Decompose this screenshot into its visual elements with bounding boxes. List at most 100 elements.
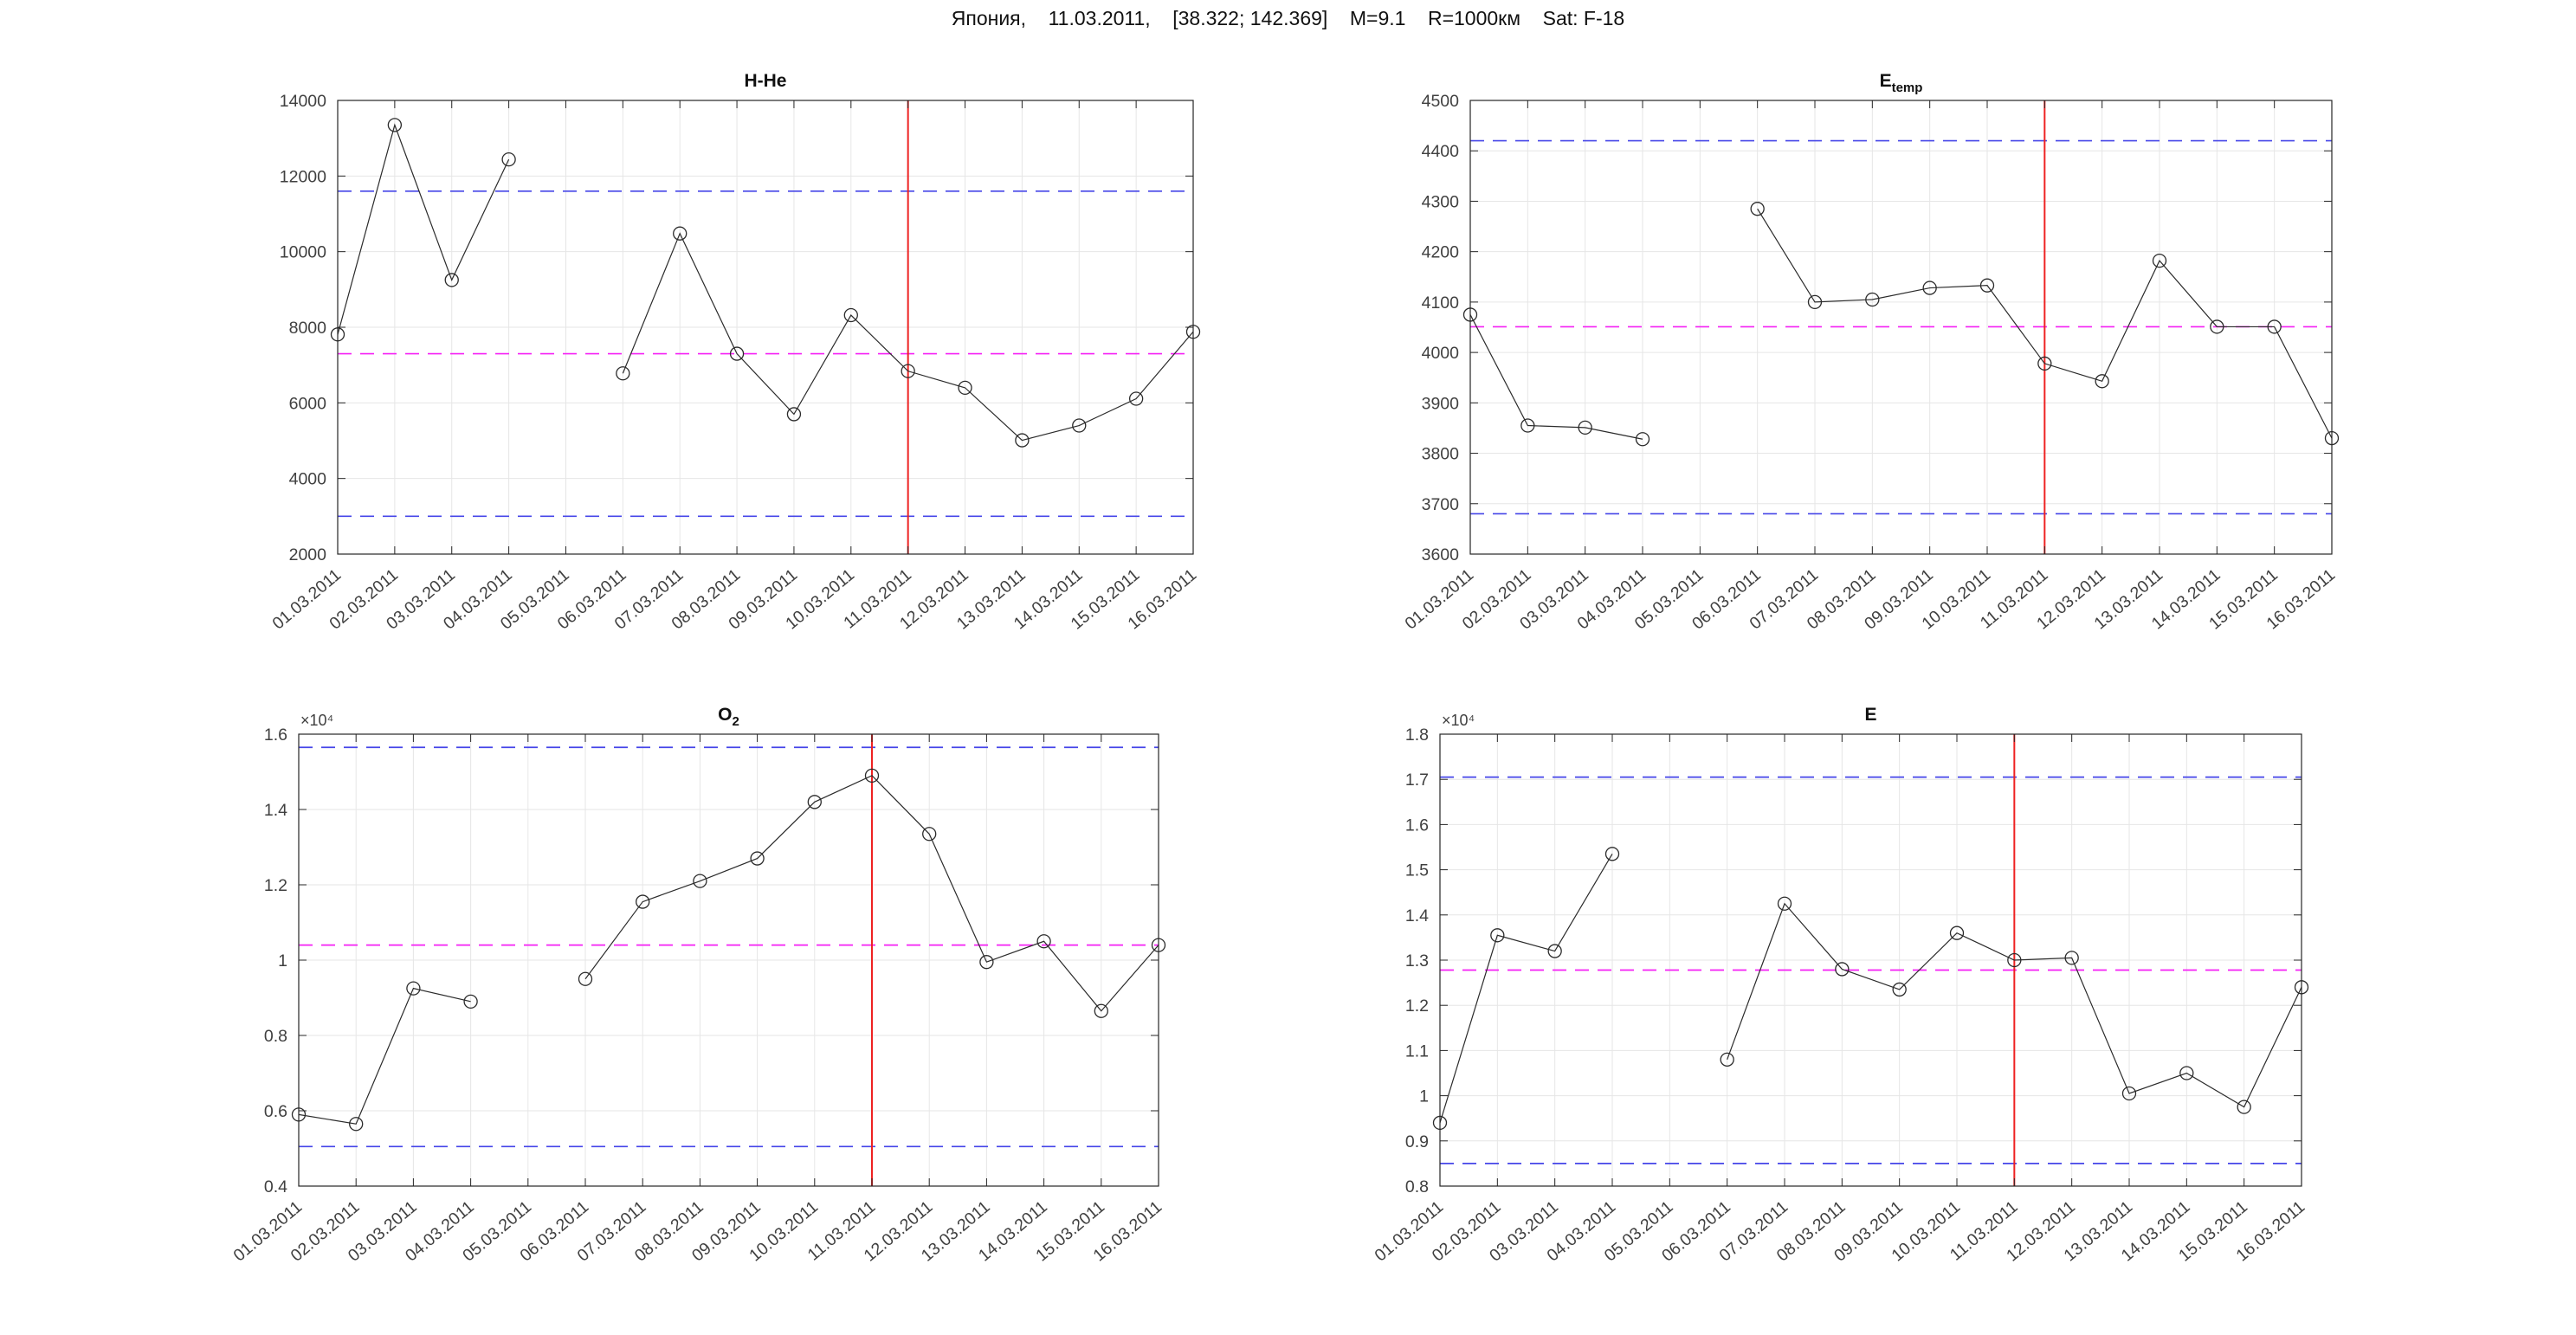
y-tick-label: 1.2 bbox=[264, 876, 287, 895]
data-point bbox=[616, 366, 630, 381]
data-point bbox=[1777, 896, 1792, 911]
y-tick-label: 1.6 bbox=[264, 726, 287, 745]
data-point bbox=[2007, 952, 2022, 968]
y-tick-label: 3600 bbox=[1422, 545, 1460, 564]
figure-title: Япония, 11.03.2011, [38.322; 142.369] M=… bbox=[951, 7, 1625, 29]
data-point bbox=[958, 380, 972, 396]
data-point bbox=[2152, 253, 2167, 268]
data-point bbox=[2064, 951, 2079, 965]
data-point bbox=[1949, 925, 1965, 940]
data-point bbox=[636, 894, 650, 909]
y-tick-label: 1.8 bbox=[1405, 726, 1429, 745]
y-tick-label: 1.6 bbox=[1405, 816, 1429, 835]
y-tick-label: 10000 bbox=[280, 243, 326, 262]
y-tick-label: 4500 bbox=[1422, 92, 1460, 111]
data-point bbox=[2037, 356, 2052, 371]
data-point bbox=[843, 307, 858, 323]
data-point bbox=[1835, 962, 1850, 977]
y-tick-label: 12000 bbox=[280, 167, 326, 186]
y-tick-label: 1.5 bbox=[1405, 861, 1429, 880]
y-tick-label: 3800 bbox=[1422, 445, 1460, 464]
y-tick-label: 4200 bbox=[1422, 243, 1460, 262]
data-point bbox=[2237, 1100, 2251, 1114]
data-point bbox=[406, 981, 421, 996]
data-line bbox=[1469, 314, 1643, 440]
y-axis-exponent-label: ×10⁴ bbox=[300, 712, 333, 729]
y-tick-label: 0.8 bbox=[1405, 1177, 1429, 1196]
data-point bbox=[1865, 292, 1880, 307]
y-tick-label: 1 bbox=[1419, 1087, 1429, 1106]
data-point bbox=[2267, 319, 2282, 334]
data-point bbox=[2179, 1066, 2194, 1080]
data-point bbox=[1547, 944, 1562, 958]
data-point bbox=[901, 364, 915, 378]
y-tick-label: 4300 bbox=[1422, 192, 1460, 211]
y-tick-label: 14000 bbox=[280, 92, 326, 111]
data-line bbox=[584, 775, 1159, 1012]
data-point bbox=[1015, 433, 1030, 448]
chart-title: Etemp bbox=[1880, 71, 1923, 95]
chart-title: H-He bbox=[744, 71, 786, 91]
y-tick-label: 1.7 bbox=[1405, 771, 1429, 790]
data-point bbox=[1750, 202, 1765, 216]
data-point bbox=[1635, 432, 1650, 447]
data-point bbox=[501, 152, 516, 167]
data-point bbox=[2210, 319, 2224, 334]
data-point bbox=[673, 226, 688, 241]
data-point bbox=[807, 795, 822, 809]
data-point bbox=[1720, 1052, 1734, 1067]
y-tick-label: 1.4 bbox=[1405, 906, 1429, 925]
data-line bbox=[337, 123, 510, 335]
y-tick-label: 3700 bbox=[1422, 495, 1460, 514]
y-tick-label: 1.4 bbox=[264, 801, 287, 820]
data-point bbox=[2095, 374, 2109, 389]
data-point bbox=[1979, 278, 1995, 293]
y-tick-label: 1.2 bbox=[1405, 996, 1429, 1016]
data-point bbox=[463, 994, 478, 1009]
y-tick-label: 1 bbox=[278, 951, 287, 971]
data-point bbox=[2121, 1086, 2137, 1101]
data-point bbox=[1036, 934, 1051, 949]
data-line bbox=[622, 232, 1194, 442]
data-point bbox=[693, 874, 707, 888]
data-point bbox=[979, 955, 994, 970]
y-tick-label: 1.3 bbox=[1405, 951, 1429, 971]
data-point bbox=[1490, 928, 1505, 943]
data-point bbox=[387, 118, 403, 132]
y-tick-label: 8000 bbox=[289, 319, 327, 338]
data-point bbox=[786, 407, 802, 422]
data-point bbox=[729, 346, 745, 361]
y-tick-label: 1.1 bbox=[1405, 1042, 1429, 1061]
data-point bbox=[578, 971, 593, 986]
data-point bbox=[864, 768, 880, 783]
y-tick-label: 3900 bbox=[1422, 394, 1460, 413]
y-tick-label: 0.4 bbox=[264, 1177, 287, 1196]
data-point bbox=[1922, 281, 1937, 295]
y-tick-label: 4000 bbox=[289, 470, 327, 489]
data-line bbox=[1439, 854, 1613, 1124]
y-tick-label: 2000 bbox=[289, 545, 327, 564]
y-tick-label: 6000 bbox=[289, 394, 327, 413]
data-point bbox=[922, 827, 937, 842]
data-point bbox=[1094, 1003, 1108, 1018]
y-tick-label: 0.8 bbox=[264, 1027, 287, 1046]
chart-title: O2 bbox=[718, 705, 739, 729]
y-tick-label: 4100 bbox=[1422, 293, 1460, 313]
data-line bbox=[1727, 902, 2302, 1108]
y-tick-label: 0.9 bbox=[1405, 1132, 1429, 1151]
data-point bbox=[1520, 418, 1535, 433]
chart-title: E bbox=[1864, 705, 1876, 725]
y-axis-exponent-label: ×10⁴ bbox=[1442, 712, 1475, 729]
data-point bbox=[1807, 294, 1823, 310]
y-tick-label: 4000 bbox=[1422, 344, 1460, 363]
data-line bbox=[298, 987, 471, 1125]
data-point bbox=[1578, 420, 1592, 435]
data-point bbox=[1604, 847, 1620, 861]
data-point bbox=[1072, 418, 1087, 433]
data-line bbox=[1757, 208, 2333, 439]
